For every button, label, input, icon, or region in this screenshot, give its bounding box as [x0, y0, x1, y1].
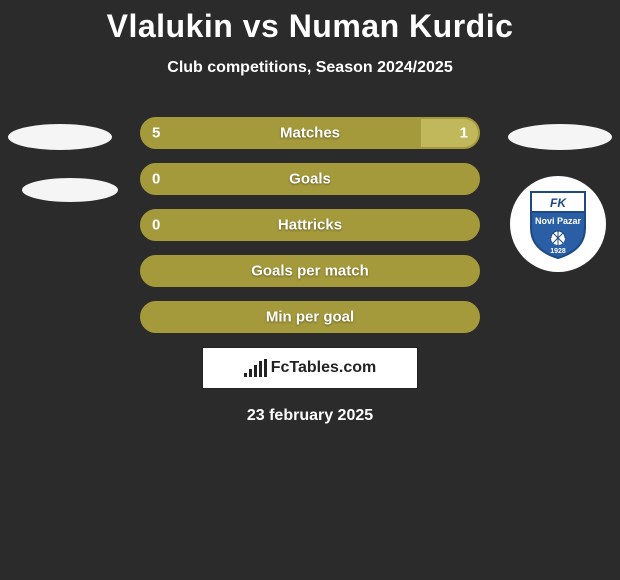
stat-value-left: 0 — [152, 171, 160, 188]
subtitle: Club competitions, Season 2024/2025 — [0, 59, 620, 77]
page-title: Vlalukin vs Numan Kurdic — [0, 0, 620, 45]
bar-track: Goals0 — [140, 163, 480, 195]
bar-track: Goals per match — [140, 255, 480, 287]
bar-segment-left — [142, 165, 478, 193]
brand-text: FcTables.com — [271, 359, 377, 377]
stat-row: Goals per match — [0, 255, 620, 287]
date-text: 23 february 2025 — [0, 407, 620, 425]
stat-row: Goals0 — [0, 163, 620, 195]
stat-value-right: 1 — [460, 125, 468, 142]
stat-row: Min per goal — [0, 301, 620, 333]
bar-track: Matches51 — [140, 117, 480, 149]
bar-track: Min per goal — [140, 301, 480, 333]
bar-segment-left — [142, 211, 478, 239]
stat-row: Matches51 — [0, 117, 620, 149]
stat-value-left: 0 — [152, 217, 160, 234]
bars-icon — [244, 359, 267, 377]
brand-badge: FcTables.com — [202, 347, 418, 389]
bar-segment-left — [142, 303, 478, 331]
bar-track: Hattricks0 — [140, 209, 480, 241]
stat-value-left: 5 — [152, 125, 160, 142]
bar-segment-left — [142, 257, 478, 285]
stat-row: Hattricks0 — [0, 209, 620, 241]
comparison-chart: Matches51Goals0Hattricks0Goals per match… — [0, 117, 620, 333]
bar-segment-left — [142, 119, 421, 147]
bar-segment-right — [421, 119, 478, 147]
